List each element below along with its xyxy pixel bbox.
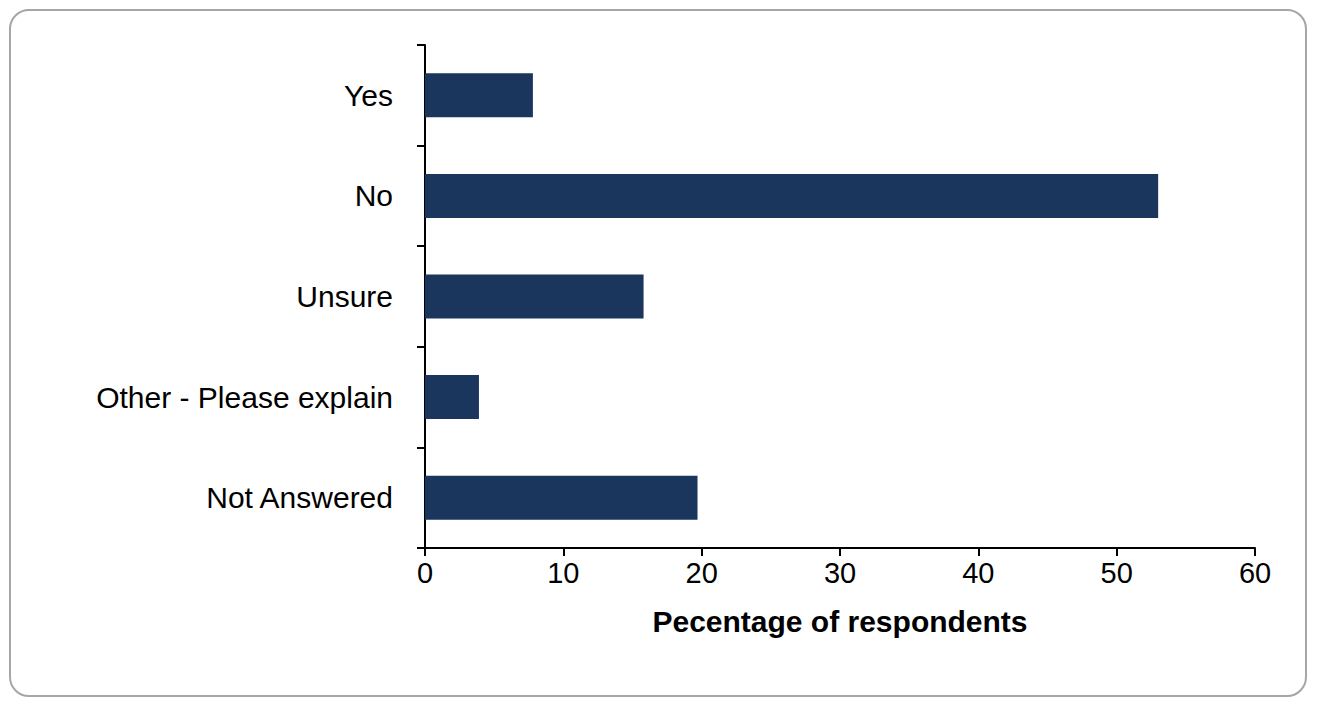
svg-text:Unsure: Unsure [296,280,393,313]
svg-text:Not Answered: Not Answered [206,481,393,514]
svg-text:0: 0 [417,557,433,589]
svg-text:Yes: Yes [344,79,393,112]
svg-text:60: 60 [1239,557,1271,589]
svg-text:10: 10 [547,557,579,589]
svg-text:No: No [355,179,393,212]
svg-text:20: 20 [686,557,718,589]
svg-text:40: 40 [962,557,994,589]
svg-text:Pecentage of respondents: Pecentage of respondents [652,605,1027,638]
svg-text:50: 50 [1101,557,1133,589]
svg-text:Other - Please explain: Other - Please explain [96,381,393,414]
svg-text:30: 30 [824,557,856,589]
